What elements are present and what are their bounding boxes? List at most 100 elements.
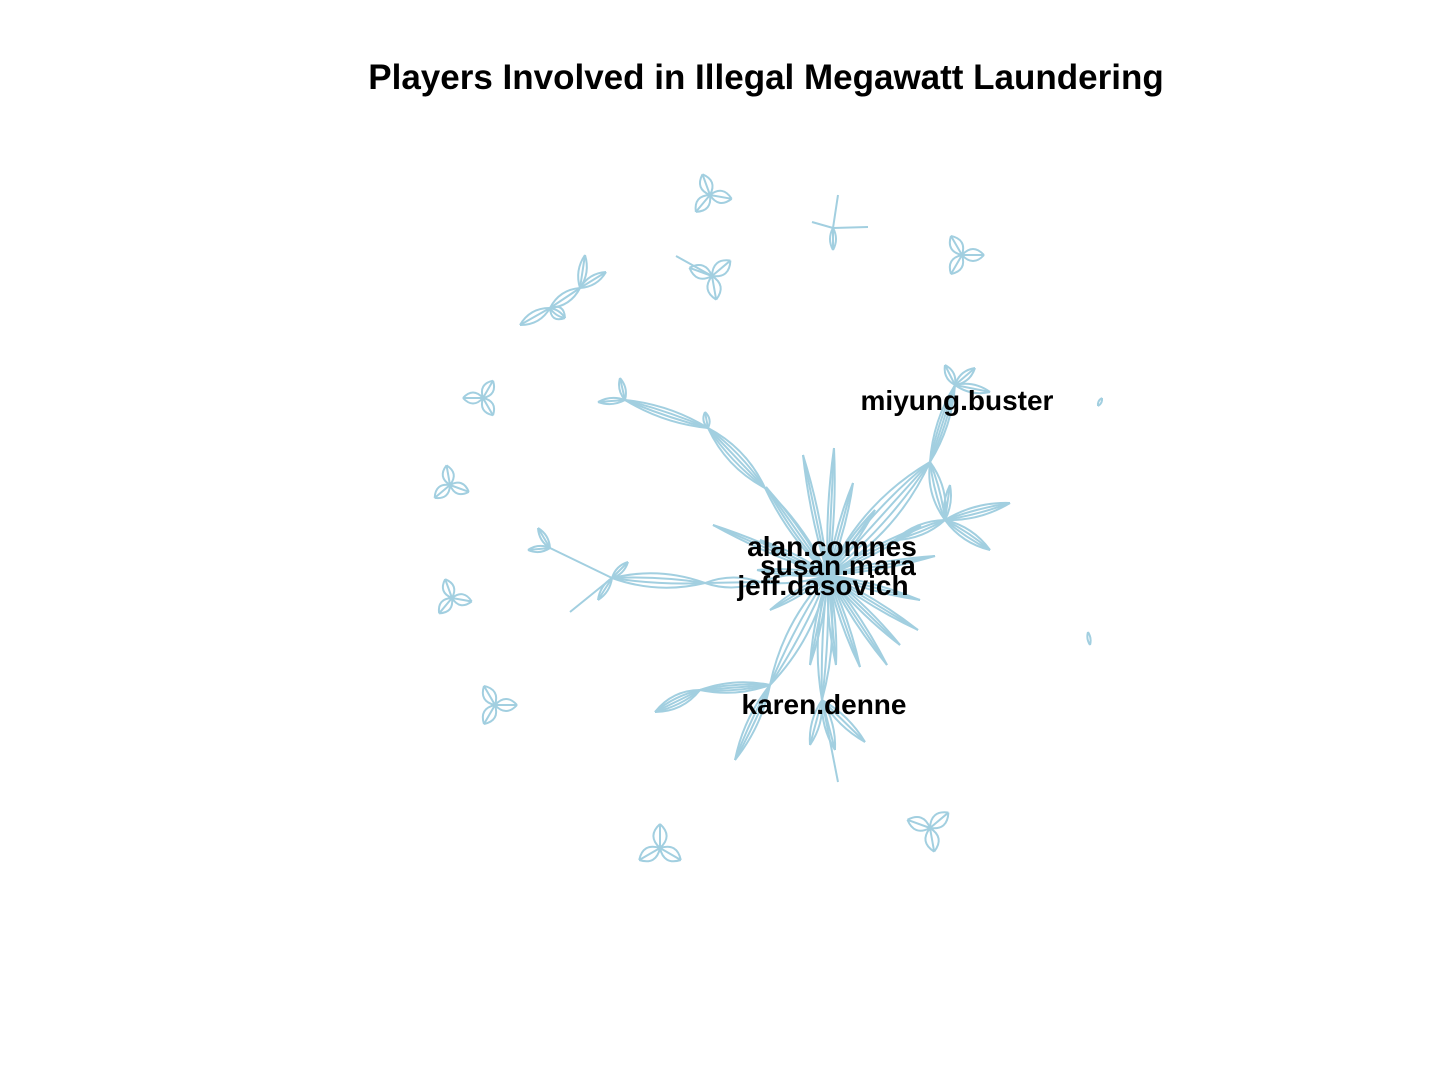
graph-edge: [765, 486, 829, 576]
graph-edge: [929, 461, 946, 521]
graph-edge: [759, 539, 829, 576]
graph-edge: [943, 364, 956, 386]
graph-edge: [707, 427, 766, 489]
graph-edge: [802, 454, 829, 576]
graph-edge: [445, 464, 455, 486]
graph-edge: [659, 847, 682, 861]
label-jeff-dasovich: jeff.dasovich: [736, 570, 908, 601]
graph-edge: [950, 254, 963, 275]
graph-edge: [827, 574, 901, 646]
graph-edge: [579, 271, 607, 289]
graph-edge: [638, 845, 661, 861]
graph-edge: [579, 271, 607, 289]
graph-edge: [929, 811, 949, 829]
graph-edge: [944, 502, 1011, 521]
graph-edge: [481, 685, 496, 706]
graph-edge: [827, 482, 854, 576]
graph-edge: [444, 578, 453, 599]
graph-edge: [706, 275, 717, 301]
graph-edge: [444, 578, 456, 599]
label-alan-comnes: alan.comnes: [747, 531, 917, 562]
graph-edge: [577, 254, 586, 289]
graph-edge: [906, 819, 931, 832]
graph-edge: [483, 704, 496, 725]
graph-edge: [827, 574, 888, 666]
graph-edge: [808, 699, 823, 746]
graph-edge: [611, 561, 629, 579]
graph-edge: [821, 699, 839, 783]
graph-edge: [821, 699, 866, 743]
graph-edge: [449, 481, 470, 493]
graph-edge: [944, 519, 991, 551]
graph-edge: [624, 399, 709, 429]
graph-edge: [482, 397, 494, 416]
graph-edge: [827, 574, 921, 601]
graph-edge: [445, 465, 451, 486]
graph-edge: [802, 454, 829, 576]
graph-edge: [1086, 631, 1091, 646]
graph-edge: [519, 306, 551, 326]
graph-edge: [711, 275, 718, 300]
graph-edge: [769, 574, 829, 611]
graph-edge: [711, 275, 722, 301]
graph-edge: [711, 259, 731, 277]
graph-edge: [549, 547, 613, 579]
graph-edge: [707, 427, 766, 489]
graph-edge: [759, 574, 829, 585]
graph-edge: [769, 574, 829, 686]
graph-edge: [494, 704, 518, 713]
graph-edge: [483, 685, 496, 706]
graph-edge: [827, 555, 936, 576]
graph-edges: [433, 173, 1104, 863]
graph-edge: [695, 194, 712, 213]
graph-edge: [701, 173, 711, 196]
graph-edge: [441, 578, 453, 599]
graph-edge: [961, 247, 985, 256]
graph-edge: [480, 379, 494, 399]
graph-edge: [597, 577, 613, 601]
graph-edge: [549, 307, 566, 319]
graph-edge: [816, 574, 829, 701]
label-susan-mara: susan.mara: [760, 550, 916, 581]
graph-edge: [519, 307, 551, 326]
graph-edge: [579, 271, 607, 289]
graph-edge: [906, 816, 931, 829]
graph-edge: [654, 689, 701, 713]
graph-edge: [654, 689, 701, 713]
graph-edge: [811, 221, 834, 229]
graph-edge: [929, 827, 940, 853]
graph-edge: [483, 704, 498, 726]
graph-edge: [928, 461, 946, 521]
graph-edge: [709, 194, 732, 200]
graph-edge: [764, 487, 829, 576]
graph-edge: [439, 597, 454, 615]
graph-edge: [707, 427, 766, 489]
graph-edge: [611, 577, 706, 589]
graph-edge: [451, 593, 473, 603]
graph-edge: [451, 597, 472, 603]
graph-edge: [441, 464, 451, 486]
graph-edge: [549, 307, 566, 321]
graph-edge: [961, 254, 985, 263]
graph-edge: [611, 577, 706, 585]
graph-edge: [675, 255, 713, 277]
graph-edge: [894, 519, 946, 541]
graph-edge: [482, 380, 496, 399]
graph-edge: [944, 502, 1011, 522]
graph-edge: [694, 194, 711, 212]
graph-edge: [827, 461, 931, 576]
graph-edge: [827, 461, 931, 576]
graph-edge: [944, 484, 952, 521]
graph-edge: [624, 399, 709, 429]
graph-edge: [462, 397, 484, 405]
graph-edge: [652, 823, 661, 849]
graph-edge: [734, 684, 771, 761]
graph-edge: [827, 555, 936, 576]
graph-edge: [462, 391, 484, 399]
graph-edge: [827, 461, 931, 576]
graph-edge: [734, 684, 771, 761]
graph-edge: [827, 555, 936, 576]
graph-edge: [449, 484, 470, 493]
graph-edge: [483, 684, 498, 706]
